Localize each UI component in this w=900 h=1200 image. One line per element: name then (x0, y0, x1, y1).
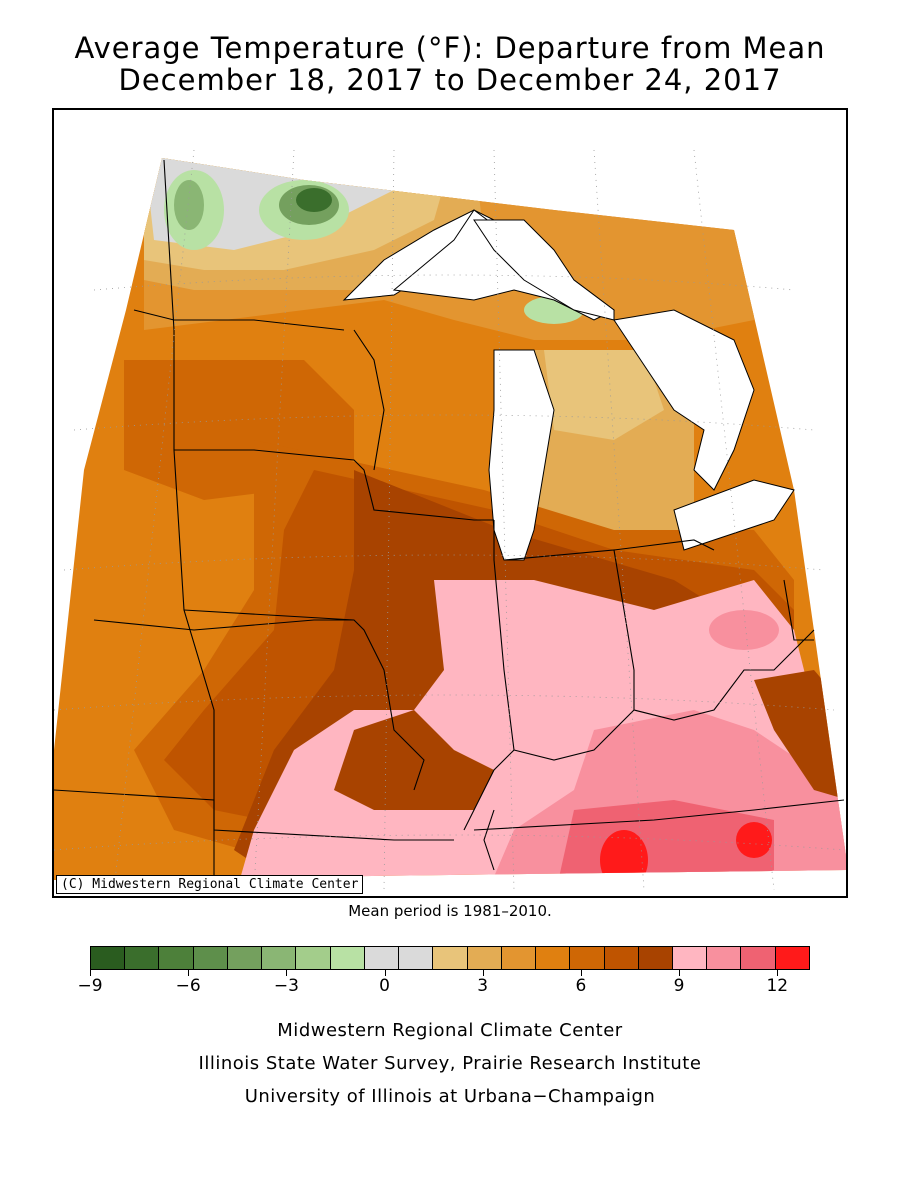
border-kansas (54, 789, 454, 841)
temperature-departure-map (54, 149, 846, 891)
legend-swatch (536, 947, 571, 969)
warm-spot-ohio (709, 610, 779, 650)
border-nebraska (93, 619, 354, 631)
lake-michigan (488, 349, 555, 561)
legend-tick-label: 12 (766, 976, 789, 996)
legend-tick-mark (777, 970, 779, 976)
footer-org: Midwestern Regional Climate Center (277, 1020, 623, 1041)
legend-swatch (399, 947, 434, 969)
border-mn-wi (353, 329, 385, 471)
color-legend (90, 946, 810, 970)
map-title: Average Temperature (°F): Departure from… (74, 31, 826, 65)
state-borders (54, 159, 845, 890)
legend-swatch (707, 947, 742, 969)
legend-tick-mark (679, 970, 681, 976)
border-indiana-ohio (503, 549, 635, 710)
legend-swatch (125, 947, 160, 969)
legend-tick-mark (188, 970, 190, 976)
legend-swatch (227, 947, 263, 969)
footer-university: University of Illinois at Urbana−Champai… (244, 1086, 656, 1107)
legend-tick-mark (286, 970, 288, 976)
lake-erie (673, 479, 795, 551)
border-mn-dakotas (163, 159, 215, 890)
legend-tick-label: 0 (379, 976, 390, 996)
legend-swatch (570, 947, 605, 969)
great-lakes (342, 209, 795, 561)
legend-swatch (672, 947, 708, 969)
legend-tick-label: −9 (77, 976, 103, 996)
legend-swatch (433, 947, 468, 969)
legend-tick-label: 3 (477, 976, 489, 996)
legend-tick-label: 6 (575, 976, 587, 996)
legend-swatch (330, 947, 365, 969)
legend-tick-label: −3 (273, 976, 299, 996)
warm-core-east (736, 822, 772, 858)
border-ohio-pa (783, 579, 814, 641)
legend-swatch (501, 947, 537, 969)
michigan-upper-peninsula-area (473, 219, 615, 321)
legend-tick-mark (90, 970, 91, 976)
copyright-label: (C) Midwestern Regional Climate Center (56, 875, 364, 894)
legend-swatch (604, 947, 639, 969)
legend-ticks: −9 −6 −3 0 3 6 9 12 (77, 970, 810, 1000)
border-iowa-north (174, 449, 494, 521)
border-kentucky-north (513, 709, 635, 761)
legend-swatch (364, 947, 400, 969)
legend-tick-mark (482, 970, 484, 976)
band-michigan-north (544, 350, 664, 440)
lake-huron (613, 309, 755, 491)
legend-swatch (159, 947, 194, 969)
cool-area-west-core (174, 180, 204, 230)
border-iowa-missouri (183, 609, 425, 791)
border-ohio-michigan (613, 539, 715, 551)
mean-period-note: Mean period is 1981–2010. (348, 902, 552, 920)
legend-tick-label: −6 (175, 976, 201, 996)
legend-swatch (775, 947, 809, 969)
legend-swatch (262, 947, 297, 969)
map-date-range: December 18, 2017 to December 24, 2017 (118, 63, 782, 97)
legend-swatch (638, 947, 673, 969)
border-north (133, 309, 345, 331)
border-ohio-river (633, 629, 815, 721)
legend-tick-mark (384, 970, 386, 976)
legend-swatch (467, 947, 502, 969)
footer-survey: Illinois State Water Survey, Prairie Res… (198, 1053, 702, 1074)
legend-tick-label: 9 (673, 976, 685, 996)
graticule (54, 149, 845, 891)
legend-tick-mark (580, 970, 582, 976)
legend-swatch (193, 947, 228, 969)
legend-swatch (91, 947, 126, 969)
cool-area-north-core (296, 188, 332, 212)
border-mississippi-river (483, 809, 495, 871)
legend-swatch (741, 947, 776, 969)
legend-swatch (296, 947, 331, 969)
map-panel[interactable]: (C) Midwestern Regional Climate Center (52, 108, 848, 898)
border-tennessee (473, 799, 845, 831)
warm-pocket-west (334, 710, 494, 810)
